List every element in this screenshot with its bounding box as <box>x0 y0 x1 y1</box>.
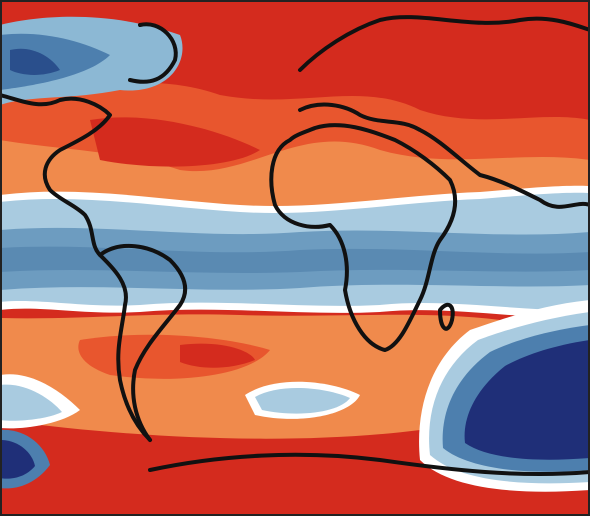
field-darkblue-se <box>464 340 588 460</box>
field-lightblue-s <box>255 388 350 414</box>
coast-mediterranean <box>298 102 588 209</box>
coast-eurasia <box>298 15 588 72</box>
coast-madagascar <box>438 302 455 331</box>
field-blue-nw <box>2 33 110 90</box>
coastlines <box>2 15 588 477</box>
coast-americas <box>2 93 152 442</box>
coast-greenland <box>128 22 178 84</box>
coast-africa <box>269 123 458 352</box>
coast-south-america <box>98 243 188 442</box>
field-orange <box>2 140 588 210</box>
field-lightblue-sw <box>2 384 62 421</box>
coast-antarctica <box>148 452 588 477</box>
field-darkblue-sw <box>2 440 35 479</box>
field-blue-eq-core <box>2 246 588 273</box>
field-red-s <box>180 343 255 368</box>
field-darkblue-nw <box>10 48 60 75</box>
field-red-patch <box>90 117 260 167</box>
